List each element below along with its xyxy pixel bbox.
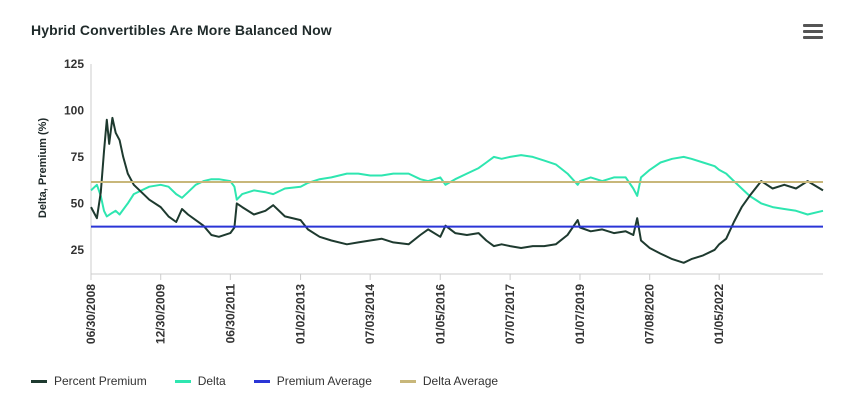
y-axis: 25 50 75 100 125 [64, 57, 92, 274]
x-tick-label: 07/08/2020 [643, 284, 657, 344]
y-tick-label: 100 [64, 103, 84, 117]
series-lines [90, 116, 824, 264]
y-axis-label: Delta, Premium (%) [37, 118, 49, 219]
chart-title: Hybrid Convertibles Are More Balanced No… [31, 22, 332, 38]
legend-label: Delta Average [422, 374, 499, 388]
legend-item-percent-premium[interactable]: Percent Premium [31, 374, 147, 388]
x-axis: 06/30/2008 12/30/2009 06/30/2011 01/02/2013… [84, 273, 823, 344]
y-tick-label: 50 [71, 196, 85, 210]
x-tick-label: 01/05/2016 [433, 284, 447, 344]
x-tick-label: 06/30/2008 [84, 284, 98, 344]
legend-label: Premium Average [276, 374, 372, 388]
x-tick-label: 06/30/2011 [223, 284, 237, 344]
legend-swatch [174, 379, 191, 383]
legend-item-premium-average[interactable]: Premium Average [253, 374, 372, 388]
x-tick-label: 01/02/2013 [294, 284, 308, 344]
y-tick-label: 125 [64, 57, 84, 71]
hamburger-menu-icon[interactable] [803, 24, 823, 40]
y-tick-label: 25 [71, 243, 85, 257]
legend-label: Percent Premium [54, 374, 147, 388]
legend-item-delta-average[interactable]: Delta Average [399, 374, 499, 388]
legend-swatch [31, 379, 47, 383]
legend-swatch [253, 379, 270, 383]
y-tick-label: 75 [71, 150, 85, 164]
x-tick-label: 01/05/2022 [712, 284, 726, 344]
chart-legend: Percent Premium Delta Premium Average Delta… [31, 374, 526, 388]
series-delta [90, 154, 824, 218]
x-tick-label: 07/03/2014 [363, 284, 377, 344]
legend-swatch [399, 379, 416, 383]
x-tick-label: 07/07/2017 [503, 284, 517, 344]
legend-item-delta[interactable]: Delta [174, 374, 226, 388]
series-percent-premium [90, 116, 824, 264]
legend-label: Delta [197, 374, 226, 388]
x-tick-label: 01/07/2019 [573, 284, 587, 344]
x-tick-label: 12/30/2009 [154, 284, 168, 344]
